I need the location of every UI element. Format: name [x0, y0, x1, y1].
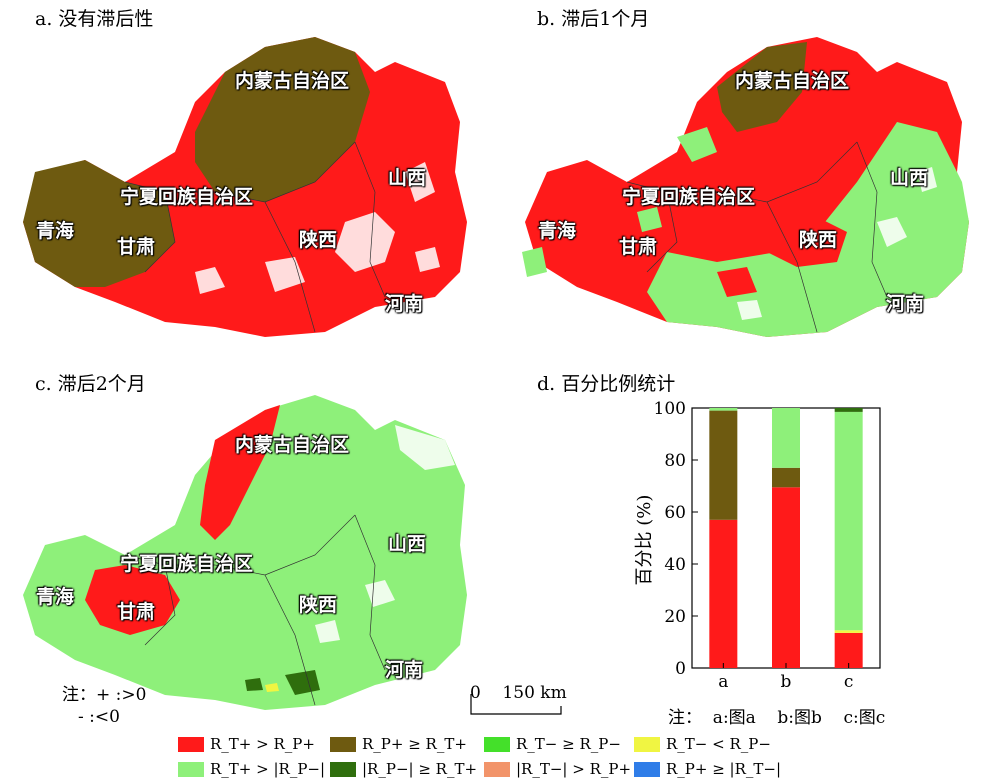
legend-label: R_T− < R_P−: [666, 735, 771, 753]
legend-label: R_P+ ≥ |R_T−|: [666, 760, 782, 778]
map-b-label-shaanxi: 陕西: [799, 229, 838, 251]
legend-label: |R_P−| ≥ R_T+: [362, 760, 478, 778]
map-a-label-qinghai: 青海: [36, 220, 75, 242]
legend-item: R_T+ > R_P+: [178, 733, 315, 755]
map-b-label-neimenggu: 内蒙古自治区: [735, 70, 850, 92]
map-b-label-henan: 河南: [886, 293, 925, 315]
map-c-darkgreen: [245, 670, 320, 695]
bar-segment-c-3: [834, 411, 863, 631]
x-tick-label-a: a: [718, 672, 728, 692]
sign-note-line1: 注：+ :>0: [62, 685, 147, 705]
bar-segment-b-0: [772, 487, 800, 668]
legend-swatch: [178, 736, 204, 752]
bar-segment-c-0: [834, 632, 863, 668]
map-b-label-qinghai: 青海: [538, 220, 577, 242]
map-a-label-shanxi: 山西: [388, 167, 427, 189]
y-tick-label: 0: [675, 659, 686, 679]
legend-item: |R_T−| > R_P+: [484, 758, 631, 780]
map-c-label-ningxia: 宁夏回族自治区: [120, 553, 254, 575]
map-a-label-gansu: 甘肃: [117, 236, 156, 258]
panel-b-title: b. 滞后1个月: [537, 8, 650, 30]
legend-swatch: [634, 761, 660, 777]
map-c-label-shanxi: 山西: [388, 533, 427, 555]
bar-segment-a-0: [709, 519, 738, 668]
legend-swatch: [484, 736, 510, 752]
legend-swatch: [634, 736, 660, 752]
map-c-borders: [124, 514, 386, 706]
scale-label: 0 150 km: [470, 683, 567, 703]
map-b-brown-north: [717, 42, 807, 132]
legend-swatch: [178, 761, 204, 777]
bar-segment-c-1: [834, 630, 863, 633]
percentage-chart: 0 20 40 60 80 100 a b c 百分比 (%): [634, 399, 881, 692]
sign-note-line2: - :<0: [78, 707, 120, 727]
legend-swatch: [330, 736, 356, 752]
map-c-label-gansu: 甘肃: [117, 601, 156, 623]
x-tick-label-c: c: [844, 672, 854, 692]
map-b-label-shanxi: 山西: [890, 167, 929, 189]
scale-bar: [470, 694, 562, 715]
legend-swatch: [330, 761, 356, 777]
y-tick-label: 80: [664, 451, 686, 471]
bar-segment-a-3: [709, 408, 738, 411]
map-b-red-south: [717, 217, 847, 297]
y-tick-label: 100: [654, 399, 686, 419]
map-b-label-gansu: 甘肃: [619, 236, 658, 258]
panel-a-title: a. 没有滞后性: [35, 8, 154, 30]
legend-label: R_T+ > |R_P−|: [210, 760, 326, 778]
legend-item: R_T− ≥ R_P−: [484, 733, 621, 755]
sign-note: 注：+ :>0 - :<0: [62, 684, 146, 728]
y-tick-label: 60: [664, 503, 686, 523]
panel-c-title: c. 滞后2个月: [35, 373, 146, 395]
y-tick-label: 20: [664, 607, 686, 627]
map-c-label-shaanxi: 陕西: [299, 594, 338, 616]
map-a-label-neimenggu: 内蒙古自治区: [235, 70, 350, 92]
map-c-red-west: [85, 565, 180, 635]
map-b-borders: [626, 141, 888, 333]
legend-label: R_P+ ≥ R_T+: [362, 735, 467, 753]
legend-item: |R_P−| ≥ R_T+: [330, 758, 477, 780]
chart-ticks: 0 20 40 60 80 100 a b c: [654, 399, 854, 692]
chart-bars: [709, 408, 863, 668]
legend-item: R_T+ > |R_P−|: [178, 758, 325, 780]
map-a-brown-west: [23, 160, 175, 287]
legend-label: |R_T−| > R_P+: [516, 760, 632, 778]
map-a-label-ningxia: 宁夏回族自治区: [120, 186, 254, 208]
x-tick-label-b: b: [781, 672, 792, 692]
map-c-label-qinghai: 青海: [36, 586, 75, 608]
map-c-label-neimenggu: 内蒙古自治区: [235, 434, 350, 456]
legend-item: R_P+ ≥ R_T+: [330, 733, 467, 755]
legend-label: R_T+ > R_P+: [210, 735, 315, 753]
legend-item: R_T− < R_P−: [634, 733, 771, 755]
map-c-yellow: [265, 683, 279, 692]
map-a-label-henan: 河南: [385, 293, 424, 315]
y-tick-label: 40: [664, 555, 686, 575]
map-a-borders: [124, 141, 386, 333]
bar-segment-c-4: [834, 408, 863, 412]
map-c-label-henan: 河南: [385, 659, 424, 681]
chart-ylabel: 百分比 (%): [634, 495, 655, 586]
panel-d-title: d. 百分比例统计: [537, 373, 676, 395]
bar-segment-b-2: [772, 467, 800, 488]
map-a: [23, 37, 467, 337]
map-a-label-shaanxi: 陕西: [299, 229, 338, 251]
map-c-white-patches: [315, 425, 455, 643]
map-c-red-north: [200, 405, 280, 540]
legend-swatch: [484, 761, 510, 777]
map-b: [522, 37, 969, 337]
map-a-brown-north: [195, 37, 370, 202]
map-b-label-ningxia: 宁夏回族自治区: [622, 186, 756, 208]
map-b-white-patches: [737, 167, 937, 320]
map-c: [23, 395, 467, 710]
legend-label: R_T− ≥ R_P−: [516, 735, 621, 753]
legend-item: R_P+ ≥ |R_T−|: [634, 758, 781, 780]
map-a-white-patches: [195, 162, 440, 294]
bar-segment-a-2: [709, 410, 738, 520]
chart-note: 注： a:图a b:图b c:图c: [668, 708, 886, 728]
bar-segment-b-3: [772, 408, 800, 468]
legend: R_T+ > R_P+ R_P+ ≥ R_T+ R_T− ≥ R_P− R_T− < …: [178, 733, 818, 781]
map-b-green-west: [522, 127, 717, 277]
